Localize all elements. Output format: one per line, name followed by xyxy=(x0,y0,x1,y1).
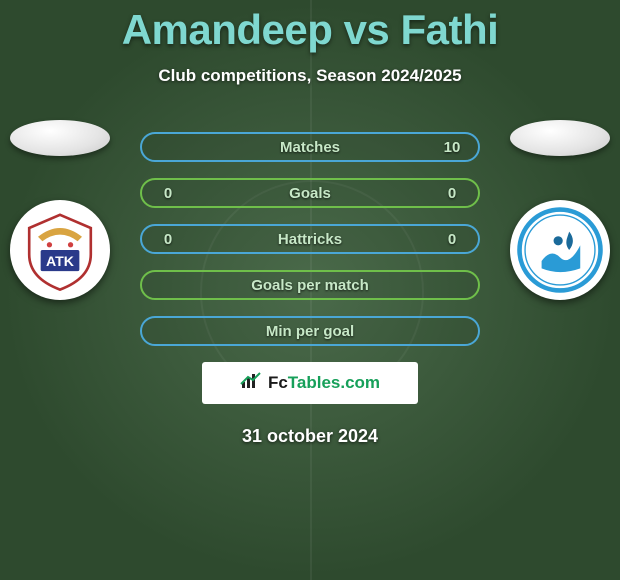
stat-right-value: 0 xyxy=(440,185,464,202)
player-right-club-badge xyxy=(510,200,610,300)
stat-label: Goals per match xyxy=(180,277,440,294)
player-right-avatar xyxy=(510,120,610,156)
stat-left-value: 0 xyxy=(156,231,180,248)
stat-label: Matches xyxy=(180,139,440,156)
date-text: 31 october 2024 xyxy=(0,426,620,447)
player-left-avatar xyxy=(10,120,110,156)
stat-label: Goals xyxy=(180,185,440,202)
stat-row-gpm: Goals per match xyxy=(140,270,480,300)
player-left-club-badge: ATK xyxy=(10,200,110,300)
stat-left-value: 0 xyxy=(156,185,180,202)
stats-panel: Matches 10 0 Goals 0 0 Hattricks 0 Goals… xyxy=(140,132,480,346)
player-left-column: ATK xyxy=(0,120,120,300)
attribution-badge: FcTables.com xyxy=(202,362,418,404)
stat-row-matches: Matches 10 xyxy=(140,132,480,162)
chart-icon xyxy=(240,372,262,395)
player-right-column xyxy=(500,120,620,300)
stat-row-goals: 0 Goals 0 xyxy=(140,178,480,208)
stat-row-hattricks: 0 Hattricks 0 xyxy=(140,224,480,254)
stat-row-mpg: Min per goal xyxy=(140,316,480,346)
stat-label: Hattricks xyxy=(180,231,440,248)
attribution-text: FcTables.com xyxy=(268,373,380,393)
stat-right-value: 10 xyxy=(440,139,464,156)
stat-label: Min per goal xyxy=(180,323,440,340)
page-title: Amandeep vs Fathi xyxy=(0,0,620,54)
stat-right-value: 0 xyxy=(440,231,464,248)
subtitle: Club competitions, Season 2024/2025 xyxy=(0,66,620,86)
svg-text:ATK: ATK xyxy=(46,253,75,269)
